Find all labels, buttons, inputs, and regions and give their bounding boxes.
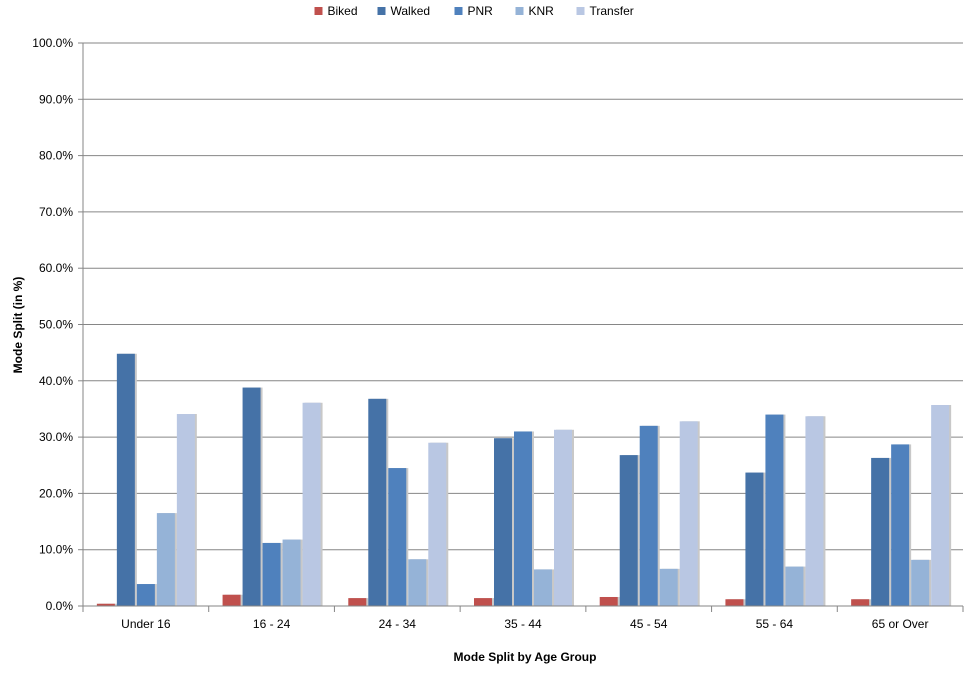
y-tick-label: 70.0% (39, 205, 73, 219)
y-tick-label: 0.0% (46, 599, 74, 613)
x-category-label: 65 or Over (872, 617, 929, 631)
bar-walked (368, 398, 387, 606)
legend-swatch-knr (515, 7, 524, 15)
x-category-label: 35 - 44 (504, 617, 542, 631)
legend-swatch-pnr (454, 7, 463, 15)
y-tick-label: 20.0% (39, 486, 73, 500)
y-tick-label: 80.0% (39, 149, 73, 163)
bar-walked (871, 457, 890, 606)
bar-transfer (679, 421, 698, 606)
y-tick-label: 50.0% (39, 318, 73, 332)
chart-legend: Biked Walked PNR KNR Transfer (314, 4, 634, 18)
bar-transfer (805, 416, 824, 606)
bar-knr (659, 568, 678, 606)
bar-biked (348, 598, 367, 606)
x-category-label: 45 - 54 (630, 617, 668, 631)
bar-knr (534, 569, 552, 606)
legend-label-knr: KNR (529, 4, 555, 18)
x-category-label: 55 - 64 (756, 617, 794, 631)
bar-transfer (554, 429, 572, 606)
legend-swatch-transfer (576, 7, 585, 15)
bar-biked (474, 598, 492, 606)
bar-knr (408, 559, 427, 606)
bar-pnr (891, 444, 910, 606)
bar-walked (619, 455, 638, 606)
bar-pnr (765, 414, 784, 606)
bar-biked (599, 596, 618, 606)
legend-label-walked: Walked (391, 4, 431, 18)
bar-walked (745, 472, 764, 606)
x-category-label: 16 - 24 (253, 617, 291, 631)
bar-transfer (931, 405, 950, 606)
axes (82, 43, 963, 607)
bar-pnr (262, 542, 281, 606)
y-tick-label: 40.0% (39, 374, 73, 388)
bar-knr (282, 539, 301, 606)
x-axis-ticks (82, 606, 964, 612)
bar-walked (116, 353, 135, 606)
bar-pnr (514, 431, 532, 606)
bar-biked (222, 594, 241, 606)
bar-knr (911, 559, 930, 606)
bar-pnr (136, 584, 155, 606)
bar-biked (725, 599, 744, 606)
bar-knr (785, 566, 804, 606)
legend-label-biked: Biked (328, 4, 358, 18)
legend-label-transfer: Transfer (590, 4, 634, 18)
x-category-label: 24 - 34 (379, 617, 417, 631)
bar-transfer (428, 442, 447, 606)
bar-knr (156, 513, 175, 606)
legend-label-pnr: PNR (468, 4, 494, 18)
bar-pnr (388, 468, 407, 606)
bar-biked (96, 603, 115, 606)
x-axis-category-labels: Under 16 16 - 24 24 - 34 35 - 44 45 - 54 55 -… (121, 617, 928, 631)
bar-walked (494, 438, 512, 606)
y-tick-label: 90.0% (39, 92, 73, 106)
x-axis-title: Mode Split by Age Group (454, 650, 597, 664)
bar-transfer (302, 402, 321, 606)
y-tick-label: 60.0% (39, 261, 73, 275)
legend-swatch-walked (377, 7, 386, 15)
bar-walked (242, 387, 261, 606)
bar-transfer (176, 414, 195, 606)
bars (96, 353, 952, 606)
bar-biked (851, 599, 870, 606)
x-category-label: Under 16 (121, 617, 171, 631)
legend-swatch-biked (314, 7, 323, 15)
y-tick-label: 10.0% (39, 543, 73, 557)
y-axis-title: Mode Split (in %) (11, 277, 25, 374)
y-tick-label: 30.0% (39, 430, 73, 444)
y-tick-label: 100.0% (32, 36, 73, 50)
bar-pnr (639, 425, 658, 606)
y-axis-tick-labels: 0.0% 10.0% 20.0% 30.0% 40.0% 50.0% 60.0% 70.0% 8… (32, 36, 73, 613)
